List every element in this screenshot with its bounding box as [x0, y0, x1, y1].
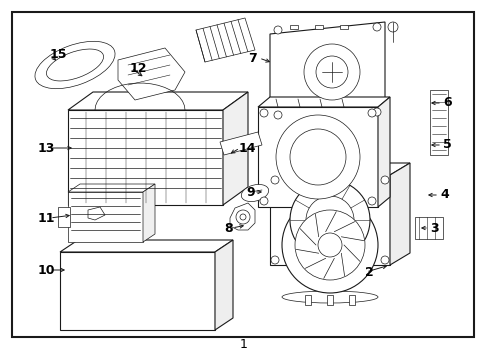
Circle shape: [367, 109, 375, 117]
Polygon shape: [269, 22, 384, 119]
Circle shape: [317, 233, 341, 257]
Circle shape: [273, 111, 282, 119]
Text: 4: 4: [439, 189, 448, 202]
Circle shape: [270, 256, 279, 264]
Polygon shape: [142, 184, 155, 242]
Polygon shape: [68, 184, 155, 192]
Circle shape: [275, 115, 359, 199]
Circle shape: [372, 108, 380, 116]
Ellipse shape: [46, 49, 103, 81]
Bar: [339, 25, 347, 29]
Text: 7: 7: [248, 51, 257, 64]
Bar: [429, 90, 447, 155]
Text: 10: 10: [38, 264, 55, 276]
Polygon shape: [389, 163, 409, 265]
Bar: [326, 295, 332, 305]
Circle shape: [260, 109, 267, 117]
Circle shape: [304, 44, 359, 100]
Circle shape: [380, 176, 388, 184]
Circle shape: [315, 56, 347, 88]
Ellipse shape: [282, 291, 377, 303]
Circle shape: [240, 214, 245, 220]
Bar: [68, 110, 223, 205]
Polygon shape: [215, 240, 232, 330]
Circle shape: [273, 26, 282, 34]
Bar: [348, 295, 354, 305]
Bar: [58, 207, 70, 227]
Circle shape: [260, 197, 267, 205]
Circle shape: [367, 197, 375, 205]
Bar: [258, 107, 377, 207]
Bar: [68, 192, 142, 242]
Polygon shape: [377, 97, 389, 207]
Circle shape: [387, 22, 397, 32]
Polygon shape: [269, 163, 409, 175]
Polygon shape: [60, 240, 232, 252]
Polygon shape: [220, 132, 262, 155]
Circle shape: [282, 197, 377, 293]
Circle shape: [305, 196, 353, 244]
Bar: [289, 25, 297, 29]
Bar: [269, 175, 389, 265]
Text: 9: 9: [246, 185, 254, 198]
Text: 11: 11: [38, 211, 55, 225]
Circle shape: [380, 256, 388, 264]
Circle shape: [289, 180, 369, 260]
Text: 5: 5: [442, 139, 451, 152]
Circle shape: [270, 176, 279, 184]
Circle shape: [236, 210, 249, 224]
Text: 3: 3: [429, 221, 438, 234]
Text: 8: 8: [224, 221, 232, 234]
Bar: [305, 295, 310, 305]
Circle shape: [294, 210, 364, 280]
Text: 15: 15: [50, 49, 67, 62]
Bar: [314, 25, 323, 29]
Polygon shape: [88, 207, 105, 220]
Bar: [60, 252, 215, 330]
Text: 2: 2: [364, 266, 373, 279]
Ellipse shape: [35, 41, 115, 89]
Text: 12: 12: [130, 62, 147, 75]
Text: 1: 1: [240, 338, 247, 351]
Text: 14: 14: [239, 141, 256, 154]
Polygon shape: [229, 203, 254, 230]
Ellipse shape: [241, 184, 268, 202]
Bar: [414, 217, 442, 239]
Polygon shape: [196, 18, 254, 62]
Text: 6: 6: [442, 96, 451, 109]
Circle shape: [289, 129, 346, 185]
Polygon shape: [68, 92, 247, 110]
Text: 13: 13: [38, 141, 55, 154]
Polygon shape: [258, 97, 389, 107]
Polygon shape: [223, 92, 247, 205]
Circle shape: [372, 23, 380, 31]
Polygon shape: [118, 48, 184, 100]
